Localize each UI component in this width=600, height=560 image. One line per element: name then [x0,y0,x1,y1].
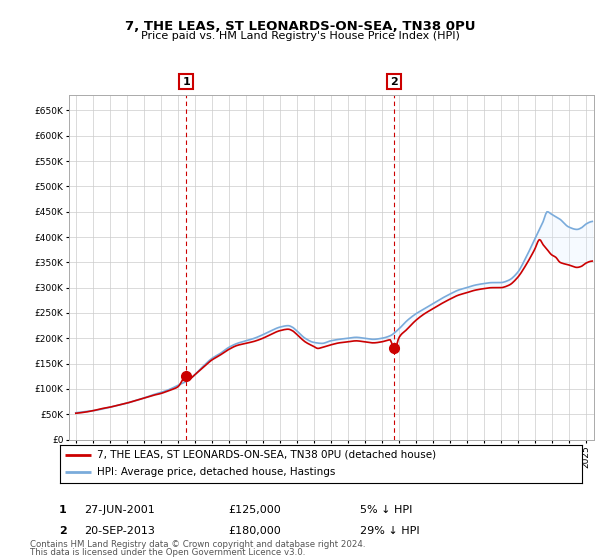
Text: 5% ↓ HPI: 5% ↓ HPI [360,505,412,515]
Text: 1: 1 [59,505,67,515]
Text: 29% ↓ HPI: 29% ↓ HPI [360,526,419,536]
Text: 20-SEP-2013: 20-SEP-2013 [84,526,155,536]
Text: 2: 2 [390,77,398,87]
Text: 2: 2 [59,526,67,536]
Text: £180,000: £180,000 [228,526,281,536]
Text: 1: 1 [182,77,190,87]
Text: Contains HM Land Registry data © Crown copyright and database right 2024.: Contains HM Land Registry data © Crown c… [30,540,365,549]
Text: This data is licensed under the Open Government Licence v3.0.: This data is licensed under the Open Gov… [30,548,305,557]
Text: 27-JUN-2001: 27-JUN-2001 [84,505,155,515]
Text: HPI: Average price, detached house, Hastings: HPI: Average price, detached house, Hast… [97,468,335,478]
Text: 7, THE LEAS, ST LEONARDS-ON-SEA, TN38 0PU (detached house): 7, THE LEAS, ST LEONARDS-ON-SEA, TN38 0P… [97,450,436,460]
Text: £125,000: £125,000 [228,505,281,515]
Text: Price paid vs. HM Land Registry's House Price Index (HPI): Price paid vs. HM Land Registry's House … [140,31,460,41]
Text: 7, THE LEAS, ST LEONARDS-ON-SEA, TN38 0PU: 7, THE LEAS, ST LEONARDS-ON-SEA, TN38 0P… [125,20,475,32]
